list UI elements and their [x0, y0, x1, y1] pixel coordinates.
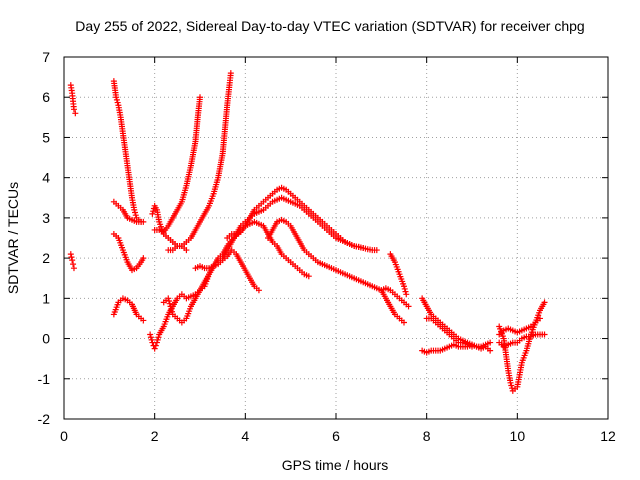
data-point: [508, 382, 515, 389]
data-point: [541, 331, 548, 338]
data-point: [509, 385, 516, 392]
data-point: [197, 94, 203, 101]
plot-frame: [63, 56, 609, 420]
series-arc-11: [165, 70, 234, 254]
series-arc-06: [110, 295, 147, 324]
series-arc-16: [387, 251, 410, 298]
y-tick-label: 4: [42, 170, 50, 186]
series-arc-22: [496, 331, 548, 350]
data-point: [183, 247, 190, 254]
y-tick-label: -2: [38, 411, 51, 427]
x-tick-label: 4: [241, 428, 249, 444]
y-tick-label: 1: [42, 290, 50, 306]
data-point: [152, 342, 159, 349]
grid: [64, 57, 608, 419]
x-tick-label: 8: [423, 428, 431, 444]
data-point: [537, 315, 543, 322]
series-arc-21: [496, 315, 543, 338]
data-point: [69, 257, 76, 264]
y-tick-label: -1: [38, 371, 51, 387]
series-arc-15: [378, 287, 407, 326]
data-point: [132, 212, 139, 219]
data-point: [113, 94, 120, 101]
y-axis-label: SDTVAR / TECUs: [5, 182, 21, 294]
data-point: [373, 247, 380, 254]
x-tick-labels: 0 2 4 6 8 10 12: [60, 428, 616, 444]
data-point: [147, 334, 154, 341]
data-point: [67, 251, 74, 258]
data-point: [167, 303, 174, 310]
data-point: [166, 298, 173, 305]
data-point: [507, 379, 514, 386]
y-tick-label: 3: [42, 210, 50, 226]
data-point: [113, 96, 120, 103]
data-point: [150, 208, 157, 215]
data-point: [487, 347, 494, 354]
series-arc-12: [192, 247, 262, 294]
data-point: [154, 336, 161, 343]
data-point: [541, 299, 548, 306]
y-tick-label: 5: [42, 129, 50, 145]
data-point: [68, 254, 75, 261]
data-point: [469, 343, 475, 350]
data-point: [401, 285, 408, 292]
data-point: [360, 245, 367, 252]
series-arc-03: [110, 78, 147, 225]
y-tick-label: 2: [42, 250, 50, 266]
y-tick-label: 0: [42, 331, 50, 347]
series-arc-04: [110, 198, 145, 225]
data-point: [153, 339, 160, 346]
series-arc-09: [151, 94, 203, 235]
data-point: [169, 308, 176, 315]
series-arc-02: [67, 82, 79, 117]
data-point: [166, 300, 173, 307]
data-point: [151, 345, 158, 352]
data-point: [70, 265, 77, 272]
data-point: [70, 261, 77, 268]
data-point: [148, 336, 155, 343]
data-point: [147, 331, 154, 338]
x-tick-label: 10: [510, 428, 526, 444]
data-point: [114, 99, 121, 106]
data-point: [305, 273, 312, 280]
y-tick-label: 6: [42, 89, 50, 105]
x-tick-label: 0: [60, 428, 68, 444]
y-tick-label: 7: [42, 49, 50, 65]
x-tick-label: 6: [332, 428, 340, 444]
data-point: [487, 339, 494, 346]
data-point: [131, 206, 138, 213]
series-arc-05: [110, 230, 147, 274]
x-tick-label: 2: [151, 428, 159, 444]
data-points: [67, 70, 548, 394]
data-point: [155, 334, 162, 341]
data-point: [72, 110, 79, 117]
data-point: [165, 295, 172, 302]
data-point: [149, 210, 156, 217]
x-axis-label: GPS time / hours: [282, 457, 389, 473]
series-arc-01: [67, 251, 77, 272]
x-tick-label: 12: [600, 428, 616, 444]
data-point: [255, 287, 262, 294]
data-point: [405, 303, 412, 310]
data-point: [140, 317, 147, 324]
series-arc-19: [423, 315, 475, 350]
data-point: [140, 255, 147, 262]
data-point: [401, 283, 407, 290]
data-point: [138, 218, 145, 225]
series-arc-14: [265, 216, 412, 310]
series-arc-13: [224, 184, 367, 252]
data-point: [401, 319, 407, 326]
data-point: [402, 288, 409, 295]
data-point: [168, 306, 175, 313]
chart-title: Day 255 of 2022, Sidereal Day-to-day VTE…: [75, 18, 584, 34]
data-point: [132, 209, 139, 216]
data-point: [227, 70, 234, 77]
y-tick-labels: -2 -1 0 1 2 3 4 5 6 7: [38, 49, 51, 427]
data-point: [403, 291, 410, 298]
data-point: [70, 106, 77, 113]
